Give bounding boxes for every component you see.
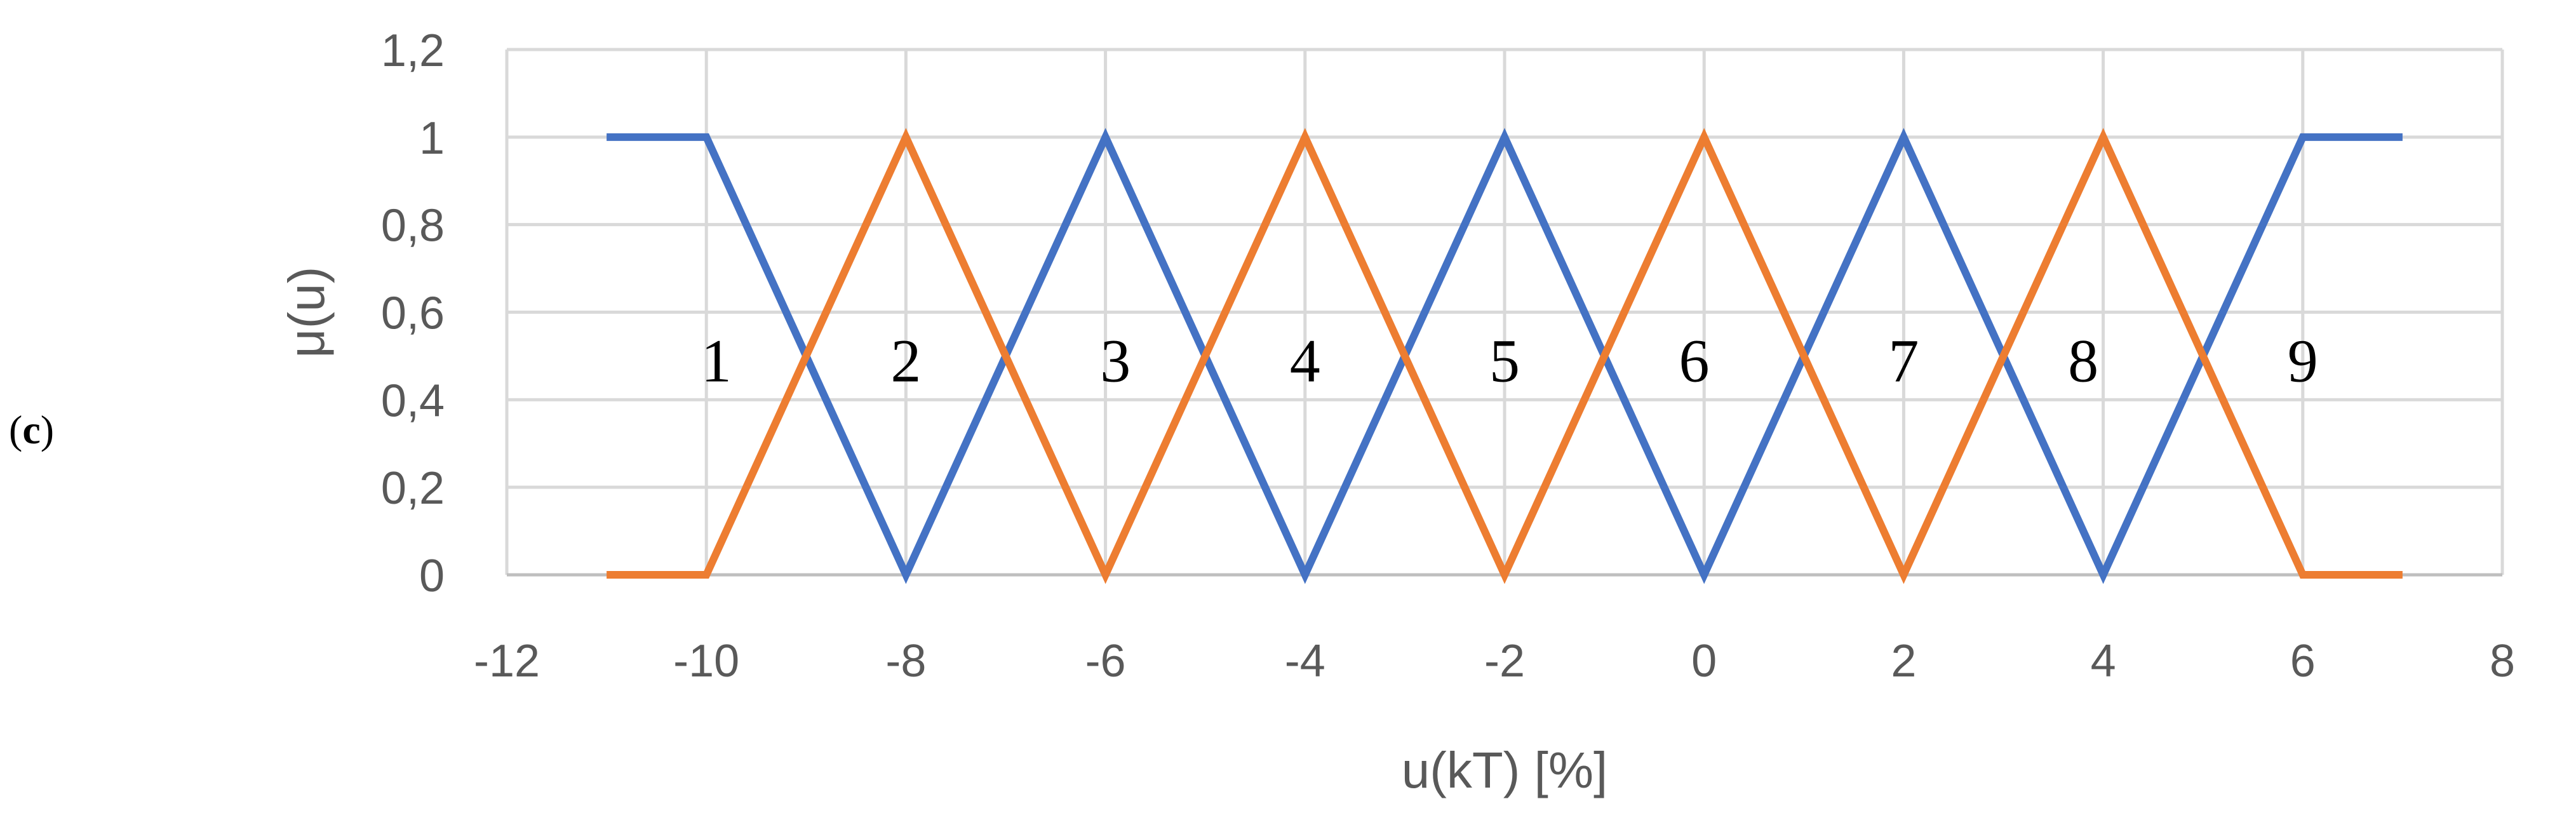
region-label-0: 1 xyxy=(701,326,732,394)
x-tick-label-5: -2 xyxy=(1484,636,1525,687)
x-tick-label-4: -4 xyxy=(1285,636,1325,687)
x-tick-label-6: 0 xyxy=(1691,636,1717,687)
x-axis-title: u(kT) [%] xyxy=(1402,742,1607,798)
y-tick-label-1: 0,2 xyxy=(381,463,445,514)
y-tick-label-2: 0,4 xyxy=(381,375,445,426)
y-tick-label-0: 0 xyxy=(419,551,445,601)
region-label-7: 8 xyxy=(2068,326,2098,394)
x-tick-label-2: -8 xyxy=(885,636,926,687)
x-tick-label-9: 6 xyxy=(2290,636,2316,687)
region-label-3: 4 xyxy=(1290,326,1320,394)
panel-label: (c) xyxy=(9,407,55,452)
region-label-5: 6 xyxy=(1679,326,1709,394)
y-axis-title: μ(u) xyxy=(278,267,335,358)
x-tick-label-3: -6 xyxy=(1085,636,1126,687)
region-label-6: 7 xyxy=(1888,326,1919,394)
x-tick-label-8: 4 xyxy=(2091,636,2116,687)
y-tick-label-6: 1,2 xyxy=(381,25,445,76)
region-label-1: 2 xyxy=(890,326,921,394)
x-tick-label-7: 2 xyxy=(1891,636,1916,687)
series-line-0 xyxy=(607,128,2403,584)
x-tick-label-1: -10 xyxy=(673,636,739,687)
y-tick-label-4: 0,8 xyxy=(381,201,445,252)
y-tick-label-3: 0,6 xyxy=(381,288,445,339)
series-line-1 xyxy=(607,128,2403,584)
x-tick-label-10: 8 xyxy=(2490,636,2515,687)
x-tick-label-0: -12 xyxy=(474,636,540,687)
region-label-2: 3 xyxy=(1100,326,1130,394)
region-label-8: 9 xyxy=(2288,326,2318,394)
region-label-4: 5 xyxy=(1489,326,1520,394)
y-tick-label-5: 1 xyxy=(419,113,445,164)
